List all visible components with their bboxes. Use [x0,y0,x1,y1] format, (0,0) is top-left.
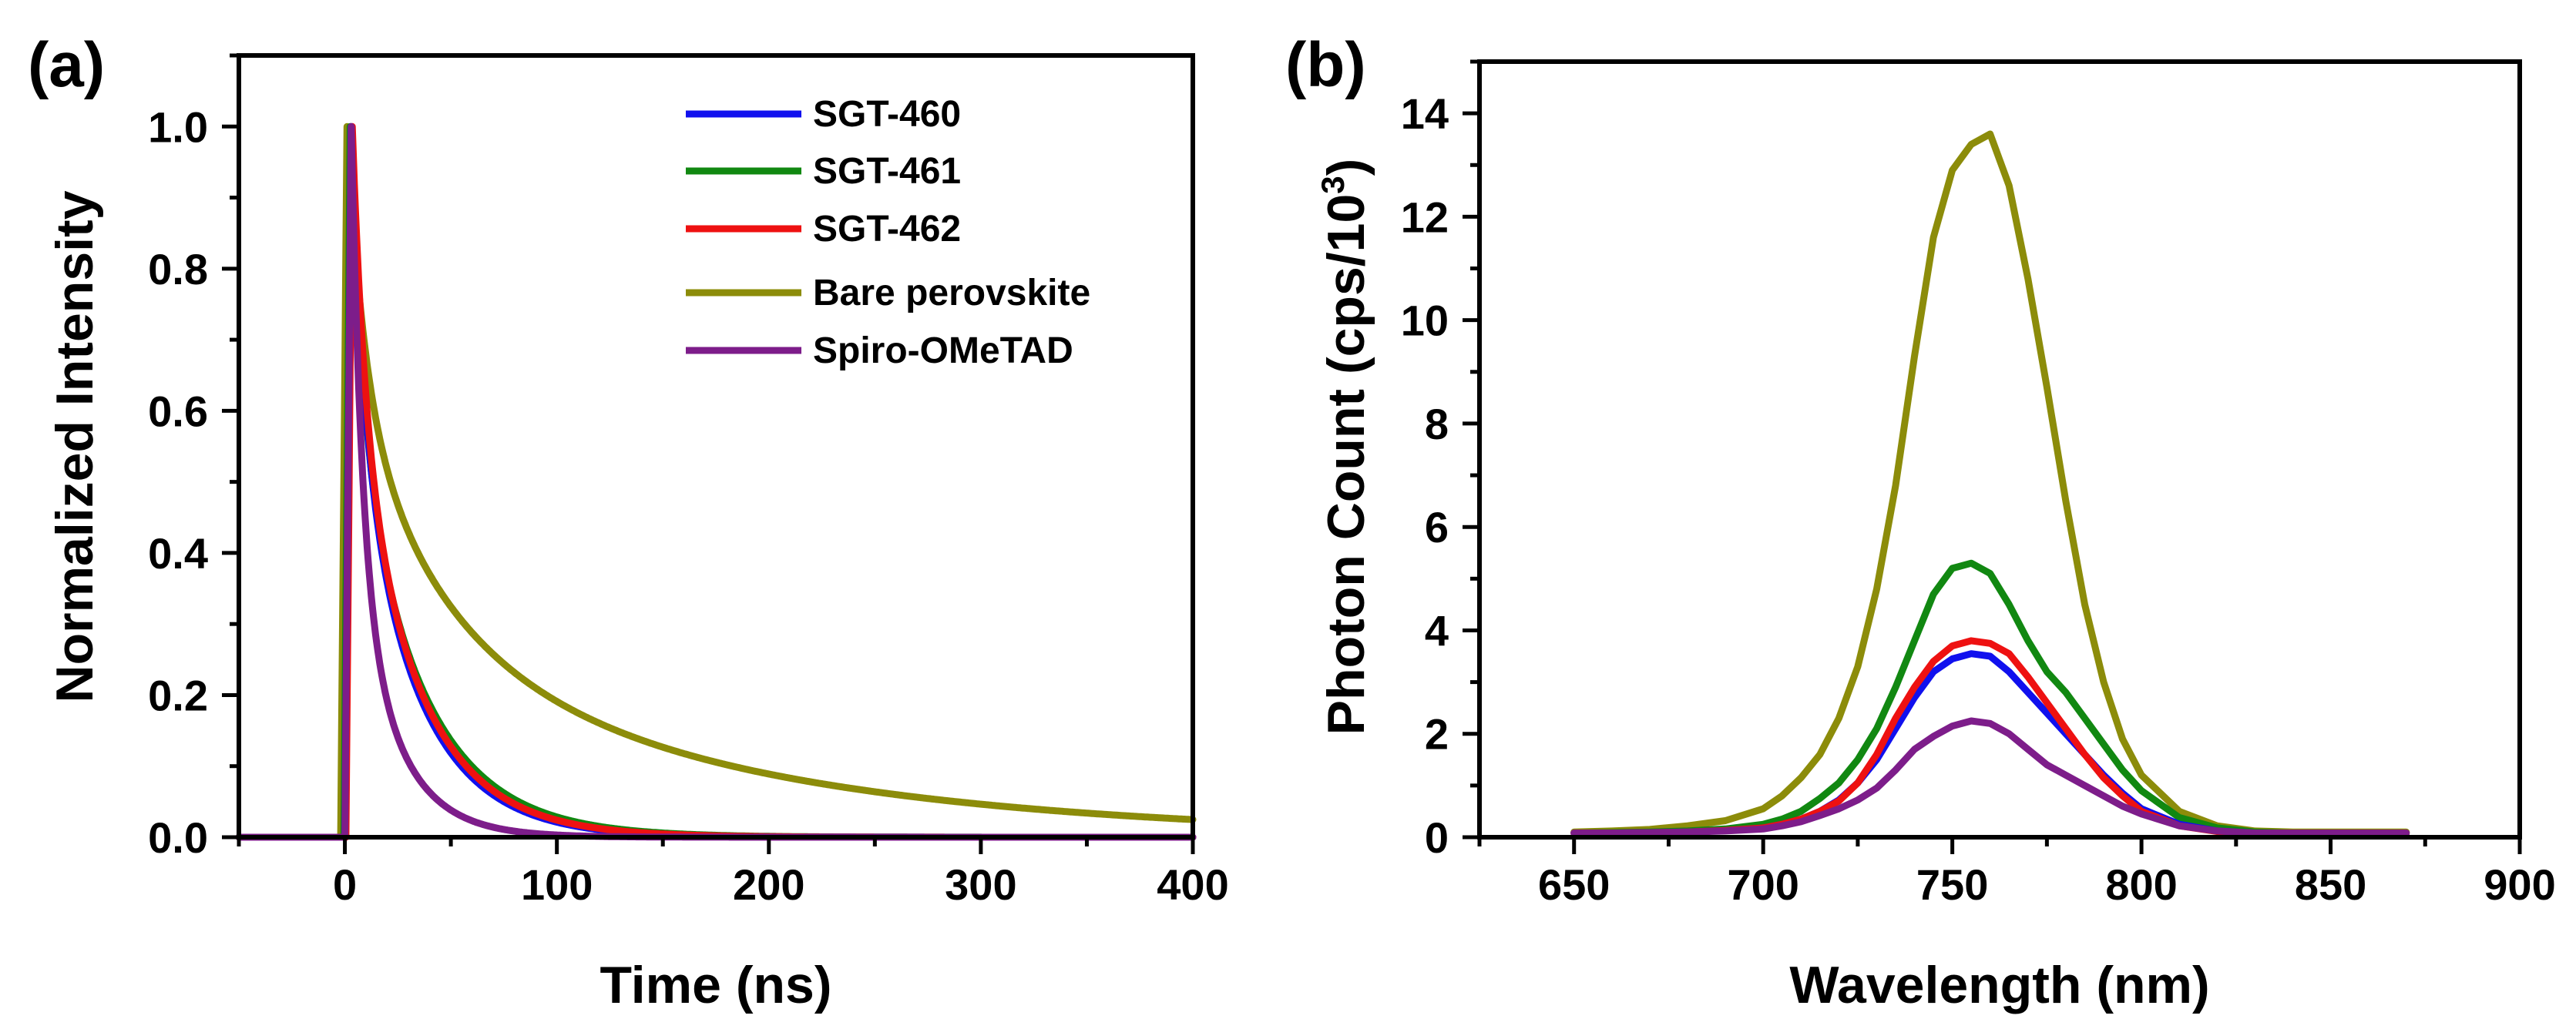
series-line-sgt-462 [1570,637,2410,837]
panel-a-plot-frame [237,53,1195,840]
panel-b-x-axis-title: Wavelength (nm) [1789,956,2209,1014]
series-line-spiro-ometad [1570,717,2410,837]
panel-a-chart: (a) 0 100 200 300 400 0.0 0.2 0.4 0.6 0.… [28,30,1229,1014]
y-tick-label: 0 [1425,813,1449,862]
y-axis-title-main: Photon Count (cps/10 [1317,194,1375,736]
panel-b-plot-frame [1477,59,2522,840]
panel-a-axis-ticks [222,53,1195,854]
y-axis-title-superscript: 3 [1315,176,1351,193]
y-tick-label: 6 [1425,503,1449,551]
panel-b-y-axis-title: Photon Count (cps/103) [1315,159,1375,736]
panel-a-x-axis-title: Time (ns) [599,956,831,1014]
series-line-bare-perovskite [235,122,1197,841]
series-line-sgt-461 [1570,559,2410,837]
panel-b-series-group [1570,130,2410,837]
x-tick-label: 700 [1727,860,1798,909]
legend-label-sgt-462: SGT-462 [813,209,961,250]
x-tick-label: 850 [2295,860,2366,909]
legend-label-spiro-ometad: Spiro-OMeTAD [813,330,1073,371]
series-line-sgt-462 [235,122,1197,841]
y-tick-label: 0.2 [148,671,208,719]
panel-b-label: (b) [1285,30,1366,100]
legend-label-bare-perovskite: Bare perovskite [813,273,1090,313]
series-line-sgt-461 [235,122,1197,841]
y-axis-title-end: ) [1317,159,1375,176]
x-tick-label: 400 [1157,860,1228,909]
x-tick-label: 0 [333,860,357,909]
series-line-spiro-ometad [235,122,1197,841]
series-line-sgt-460 [1570,650,2410,837]
series-line-sgt-460 [235,122,1197,841]
panel-a-y-tick-labels: 0.0 0.2 0.4 0.6 0.8 1.0 [148,102,208,862]
y-tick-label: 0.6 [148,387,208,435]
y-tick-label: 0.0 [148,813,208,862]
panel-b-chart: (b) 650 700 750 800 850 900 0 2 4 6 8 10… [1285,30,2556,1014]
y-tick-label: 0.4 [148,529,208,578]
y-tick-label: 0.8 [148,245,208,293]
y-tick-label: 2 [1425,710,1449,759]
legend-label-sgt-461: SGT-461 [813,151,961,192]
y-tick-label: 12 [1401,193,1449,241]
panel-a-legend: SGT-460 SGT-461 SGT-462 Bare perovskite … [686,94,1090,371]
x-tick-label: 200 [733,860,804,909]
legend-label-sgt-460: SGT-460 [813,94,961,135]
panel-a-x-tick-labels: 0 100 200 300 400 [333,860,1229,909]
y-tick-label: 14 [1401,89,1449,138]
x-tick-label: 650 [1538,860,1610,909]
x-tick-label: 800 [2105,860,2177,909]
y-tick-label: 10 [1401,297,1449,345]
y-tick-label: 8 [1425,400,1449,448]
y-tick-label: 1.0 [148,102,208,151]
panel-b-axis-ticks [1463,59,2522,854]
x-tick-label: 900 [2484,860,2555,909]
y-tick-label: 4 [1425,606,1449,655]
x-tick-label: 300 [945,860,1016,909]
x-tick-label: 750 [1916,860,1988,909]
panel-a-label: (a) [28,30,105,100]
x-tick-label: 100 [521,860,593,909]
panel-b-x-tick-labels: 650 700 750 800 850 900 [1538,860,2556,909]
panel-a-series-group [235,122,1197,841]
panel-b-y-tick-labels: 0 2 4 6 8 10 12 14 [1401,89,1449,862]
panel-a-y-axis-title: Normalized Intensity [45,190,104,702]
